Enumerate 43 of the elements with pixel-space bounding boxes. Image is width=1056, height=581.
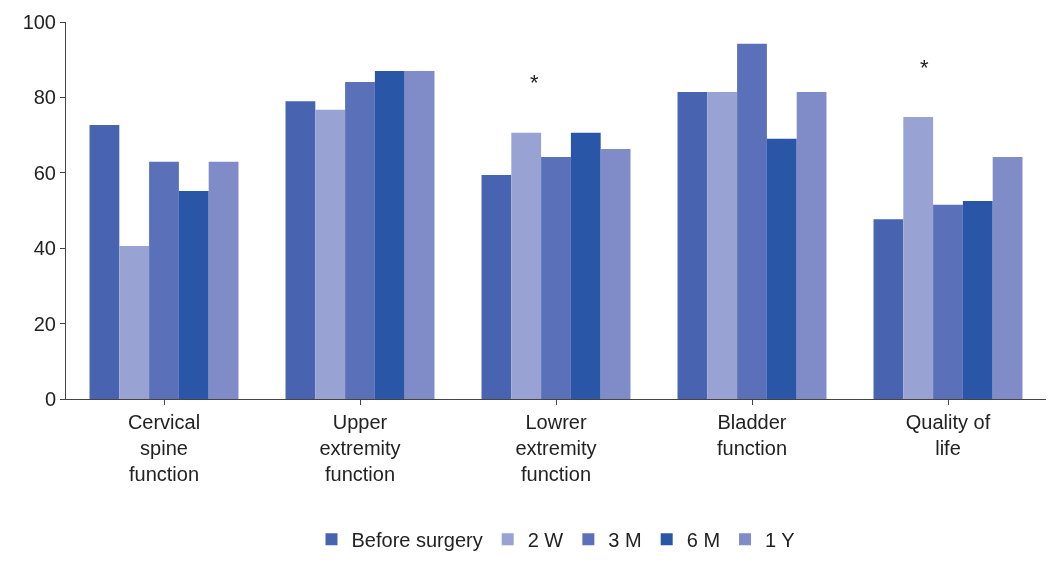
y-tick-label: 0 bbox=[44, 388, 56, 410]
bar bbox=[677, 92, 708, 399]
bar bbox=[481, 175, 512, 399]
legend-label: Before surgery bbox=[351, 528, 483, 551]
legend-label: 3 M bbox=[608, 528, 642, 551]
bar bbox=[796, 92, 827, 399]
bar bbox=[992, 156, 1023, 399]
bar bbox=[345, 81, 375, 399]
bar bbox=[208, 161, 239, 399]
bar bbox=[374, 71, 405, 399]
bar bbox=[89, 124, 120, 399]
bar bbox=[903, 117, 934, 399]
bar bbox=[707, 92, 738, 399]
bar bbox=[962, 201, 993, 399]
legend-label: 6 M bbox=[686, 528, 721, 551]
bar bbox=[737, 43, 767, 399]
x-tick-label: Quality of life bbox=[905, 411, 991, 459]
y-tick-label: 100 bbox=[22, 11, 56, 33]
bar bbox=[766, 138, 797, 399]
y-tick-label: 40 bbox=[33, 237, 56, 260]
annotation: * bbox=[530, 70, 539, 95]
legend-label: 1 Y bbox=[765, 528, 795, 551]
bar bbox=[315, 109, 346, 399]
bar bbox=[404, 71, 435, 399]
bar bbox=[178, 190, 209, 399]
bar bbox=[600, 149, 631, 399]
x-tick-label: Bladder function bbox=[716, 411, 788, 459]
bar bbox=[119, 245, 150, 399]
annotation: * bbox=[920, 55, 929, 80]
x-tick-label: Lowrer extremity function bbox=[515, 411, 597, 485]
bar bbox=[285, 101, 316, 399]
x-tick-label: Cervical spine function bbox=[127, 411, 201, 485]
bar bbox=[149, 161, 179, 399]
y-tick-label: 20 bbox=[33, 312, 56, 335]
bar bbox=[570, 132, 601, 399]
y-tick-label: 80 bbox=[33, 86, 56, 109]
bar bbox=[873, 219, 904, 399]
legend-label: 2 W bbox=[527, 528, 564, 551]
bar bbox=[511, 132, 542, 399]
bar bbox=[541, 156, 571, 399]
bar bbox=[933, 204, 963, 399]
y-tick-label: 60 bbox=[33, 161, 56, 184]
x-tick-label: Upper extremity function bbox=[319, 411, 401, 485]
